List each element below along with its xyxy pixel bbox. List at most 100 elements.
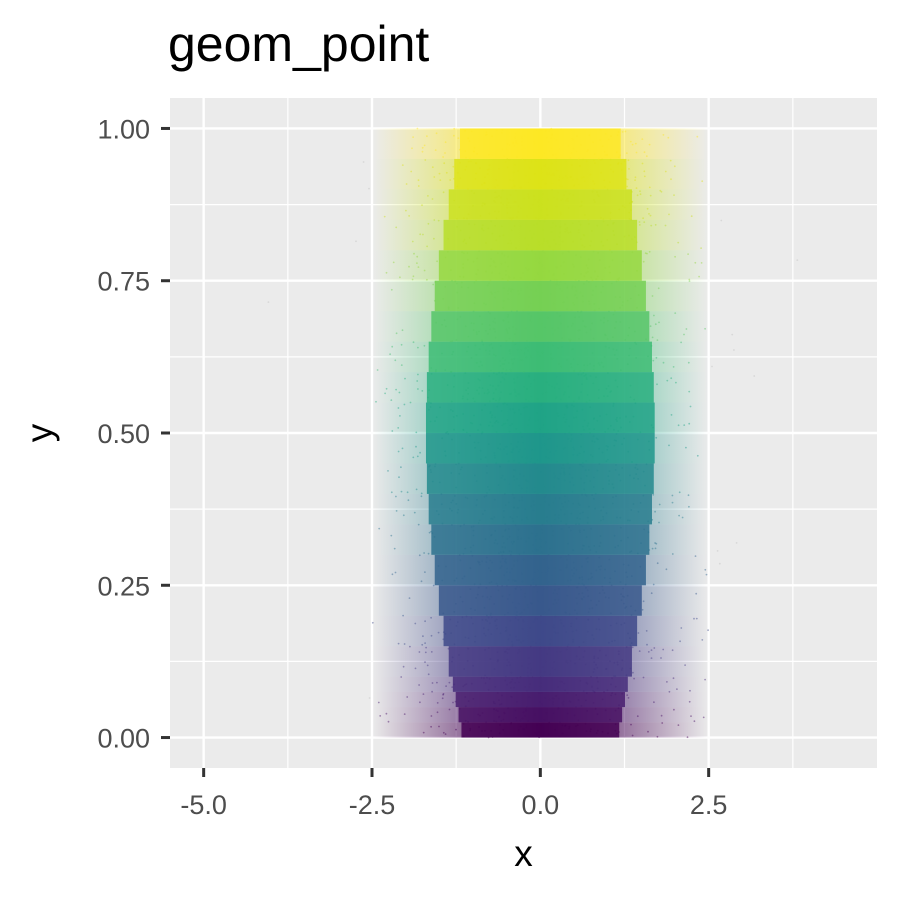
scatter-point xyxy=(517,211,520,213)
scatter-point xyxy=(557,415,560,417)
scatter-point xyxy=(462,723,465,725)
scatter-point xyxy=(560,365,563,368)
scatter-point xyxy=(564,421,567,423)
scatter-point xyxy=(559,281,562,283)
scatter-point xyxy=(415,431,418,434)
scatter-point xyxy=(554,615,557,618)
scatter-point xyxy=(443,162,446,165)
scatter-point xyxy=(416,455,419,458)
scatter-point xyxy=(478,386,481,389)
scatter-point xyxy=(466,497,469,500)
scatter-point xyxy=(582,425,584,428)
scatter-point xyxy=(515,639,518,641)
scatter-point xyxy=(511,643,514,646)
scatter-point xyxy=(753,375,756,377)
scatter-point xyxy=(512,171,515,174)
scatter-point xyxy=(523,197,526,200)
scatter-point xyxy=(494,421,496,424)
scatter-point xyxy=(614,469,617,471)
scatter-point xyxy=(544,466,547,469)
scatter-point xyxy=(591,322,594,325)
scatter-point xyxy=(664,170,667,173)
scatter-point xyxy=(516,376,519,379)
scatter-point xyxy=(534,288,537,291)
scatter-point xyxy=(614,309,616,312)
scatter-point xyxy=(604,431,607,433)
scatter-point xyxy=(541,443,543,446)
scatter-point xyxy=(568,467,571,470)
scatter-point xyxy=(399,276,401,279)
scatter-point xyxy=(489,569,492,572)
scatter-point xyxy=(572,640,574,643)
scatter-point xyxy=(522,620,525,623)
scatter-point xyxy=(399,415,401,417)
scatter-point xyxy=(532,140,535,143)
scatter-point xyxy=(534,468,537,470)
scatter-point xyxy=(546,437,549,440)
scatter-point xyxy=(472,310,475,313)
scatter-point xyxy=(552,592,555,595)
scatter-point xyxy=(539,646,542,649)
scatter-point xyxy=(470,322,473,324)
scatter-point xyxy=(505,340,508,342)
scatter-point xyxy=(395,388,397,391)
scatter-point xyxy=(556,283,558,285)
scatter-point xyxy=(605,654,607,657)
scatter-point xyxy=(538,601,541,604)
scatter-point xyxy=(573,265,575,268)
scatter-point xyxy=(506,538,509,540)
scatter-point xyxy=(511,340,514,343)
scatter-point xyxy=(583,584,585,586)
scatter-point xyxy=(535,260,537,262)
scatter-point xyxy=(665,568,668,571)
scatter-point xyxy=(545,416,548,418)
scatter-point xyxy=(474,446,476,449)
scatter-point xyxy=(635,343,638,345)
scatter-point xyxy=(615,464,617,466)
scatter-point xyxy=(530,668,532,671)
scatter-point xyxy=(551,188,554,191)
scatter-point xyxy=(483,202,486,205)
scatter-point xyxy=(534,420,537,422)
scatter-point xyxy=(604,668,607,670)
scatter-point xyxy=(546,208,548,211)
scatter-point xyxy=(432,283,435,286)
scatter-point xyxy=(558,735,560,738)
scatter-point xyxy=(489,559,492,562)
scatter-point xyxy=(602,220,605,223)
scatter-point xyxy=(504,558,507,561)
scatter-point xyxy=(402,514,405,517)
scatter-point xyxy=(558,588,560,590)
scatter-point xyxy=(371,621,374,624)
scatter-point xyxy=(581,548,584,550)
scatter-point xyxy=(460,286,463,288)
scatter-point xyxy=(632,671,634,674)
scatter-point xyxy=(513,497,516,499)
scatter-point xyxy=(547,242,549,245)
scatter-point xyxy=(417,266,420,268)
scatter-point xyxy=(526,603,529,606)
scatter-point xyxy=(503,155,506,158)
scatter-point xyxy=(561,240,564,243)
scatter-point xyxy=(617,279,620,282)
scatter-point xyxy=(506,403,508,406)
scatter-point xyxy=(556,412,559,415)
scatter-point xyxy=(560,520,562,523)
scatter-point xyxy=(525,726,528,729)
scatter-point xyxy=(688,280,691,282)
scatter-point xyxy=(656,735,659,738)
scatter-point xyxy=(650,592,653,595)
scatter-point xyxy=(485,561,488,563)
scatter-point xyxy=(592,671,595,673)
scatter-point xyxy=(466,660,469,662)
scatter-point xyxy=(585,264,588,267)
scatter-point xyxy=(542,250,545,253)
scatter-point xyxy=(545,572,548,575)
scatter-point xyxy=(638,650,641,652)
scatter-point xyxy=(493,668,496,670)
scatter-point xyxy=(586,589,589,592)
scatter-point xyxy=(472,329,475,331)
scatter-point xyxy=(545,586,548,589)
scatter-point xyxy=(614,729,617,732)
scatter-point xyxy=(441,323,443,326)
